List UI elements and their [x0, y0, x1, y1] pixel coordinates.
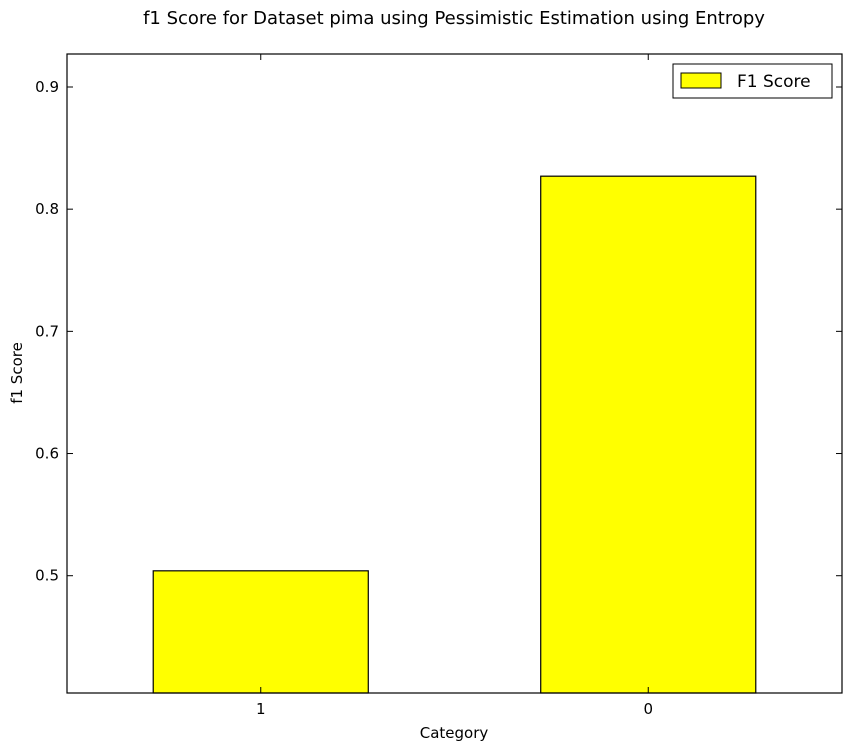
- chart-title: f1 Score for Dataset pima using Pessimis…: [143, 8, 765, 29]
- y-axis-label: f1 Score: [8, 342, 26, 404]
- legend-label: F1 Score: [737, 72, 811, 92]
- x-tick-label: 0: [643, 700, 653, 718]
- bar-0: [540, 175, 757, 694]
- bars-group: [152, 175, 757, 694]
- y-tick-label: 0.5: [35, 567, 59, 585]
- y-tick-label: 0.8: [35, 200, 59, 218]
- bar-1: [152, 570, 369, 694]
- plot-frame: [66, 53, 843, 694]
- y-tick-label: 0.9: [35, 78, 59, 96]
- legend: F1 Score: [672, 63, 833, 99]
- y-tick-label: 0.6: [35, 445, 59, 463]
- y-tick-label: 0.7: [35, 322, 59, 340]
- y-axis-ticks: 0.5 0.6 0.7 0.8 0.9: [35, 78, 842, 585]
- legend-swatch: [680, 72, 722, 89]
- x-tick-label: 1: [256, 700, 266, 718]
- x-axis-label: Category: [420, 724, 489, 742]
